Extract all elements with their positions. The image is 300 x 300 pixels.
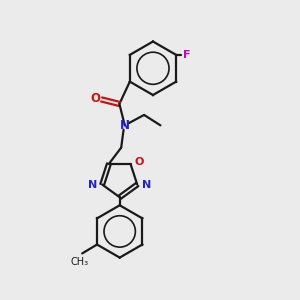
Text: CH₃: CH₃ <box>71 257 89 267</box>
Text: N: N <box>88 179 98 190</box>
Text: O: O <box>90 92 100 105</box>
Text: F: F <box>183 50 190 60</box>
Text: O: O <box>135 158 144 167</box>
Text: N: N <box>142 179 151 190</box>
Text: N: N <box>120 119 130 132</box>
